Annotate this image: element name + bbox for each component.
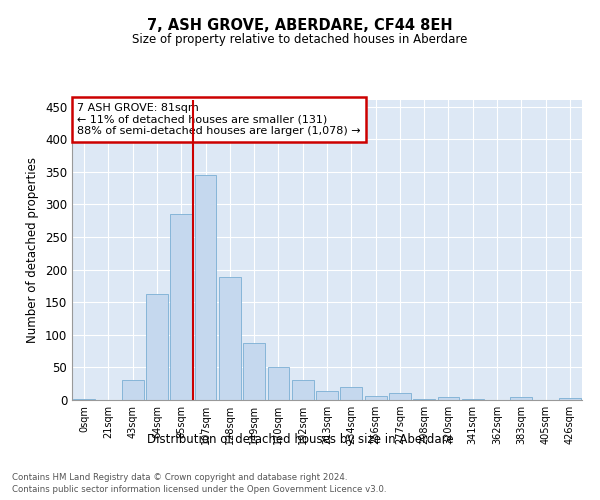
Bar bbox=[437, 396, 460, 400]
Text: 7 ASH GROVE: 81sqm
← 11% of detached houses are smaller (131)
88% of semi-detach: 7 ASH GROVE: 81sqm ← 11% of detached hou… bbox=[77, 103, 361, 136]
Text: Contains public sector information licensed under the Open Government Licence v3: Contains public sector information licen… bbox=[12, 485, 386, 494]
Bar bbox=[292, 380, 314, 400]
Bar bbox=[146, 294, 168, 400]
Bar bbox=[340, 387, 362, 400]
Bar bbox=[365, 396, 386, 400]
Text: Distribution of detached houses by size in Aberdare: Distribution of detached houses by size … bbox=[146, 432, 454, 446]
Text: 7, ASH GROVE, ABERDARE, CF44 8EH: 7, ASH GROVE, ABERDARE, CF44 8EH bbox=[147, 18, 453, 32]
Bar bbox=[194, 175, 217, 400]
Text: Size of property relative to detached houses in Aberdare: Size of property relative to detached ho… bbox=[133, 32, 467, 46]
Bar bbox=[73, 398, 95, 400]
Bar bbox=[268, 368, 289, 400]
Bar bbox=[243, 342, 265, 400]
Bar bbox=[219, 278, 241, 400]
Y-axis label: Number of detached properties: Number of detached properties bbox=[26, 157, 40, 343]
Bar bbox=[511, 398, 532, 400]
Bar bbox=[316, 391, 338, 400]
Bar bbox=[389, 394, 411, 400]
Bar bbox=[122, 380, 143, 400]
Text: Contains HM Land Registry data © Crown copyright and database right 2024.: Contains HM Land Registry data © Crown c… bbox=[12, 472, 347, 482]
Bar bbox=[170, 214, 192, 400]
Bar bbox=[559, 398, 581, 400]
